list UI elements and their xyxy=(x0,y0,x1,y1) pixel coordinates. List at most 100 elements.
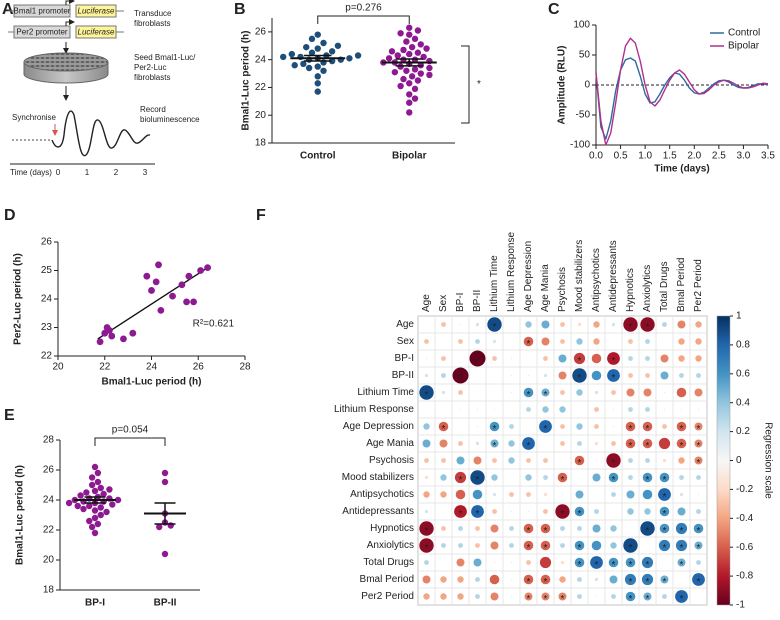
significance-star: * xyxy=(544,594,548,605)
significance-star: * xyxy=(544,390,548,401)
correlation-circle xyxy=(458,390,463,395)
correlation-circle xyxy=(456,558,465,567)
correlation-circle xyxy=(594,390,599,395)
comparison-label: p=0.054 xyxy=(112,425,149,436)
data-point xyxy=(400,75,407,83)
y-axis-label: Amplitude (RLU) xyxy=(557,46,568,125)
column-label: Antipsychotics xyxy=(591,248,602,312)
correlation-circle xyxy=(594,441,599,446)
correlation-circle xyxy=(458,543,463,548)
correlation-circle xyxy=(473,558,482,567)
correlation-circle xyxy=(610,542,617,549)
correlation-circle xyxy=(697,408,700,411)
correlation-circle xyxy=(510,374,513,377)
colorbar-label: Regression scale xyxy=(762,422,773,499)
correlation-circle xyxy=(511,324,512,325)
data-point xyxy=(94,520,102,528)
significance-star: * xyxy=(646,475,650,486)
data-point xyxy=(65,499,73,507)
significance-star: * xyxy=(561,475,565,486)
y-tick-label: 28 xyxy=(43,435,55,446)
correlation-circle xyxy=(628,339,633,344)
row-label: Mood stabilizers xyxy=(342,472,414,483)
correlation-circle xyxy=(595,459,598,462)
significance-star: * xyxy=(697,458,701,469)
data-point xyxy=(426,64,433,72)
correlation-circle xyxy=(679,475,684,480)
correlation-circle xyxy=(440,593,447,600)
correlation-circle xyxy=(470,470,485,485)
correlation-circle xyxy=(626,388,635,397)
promoter-label: Per2 promoter xyxy=(16,28,67,37)
y-tick-label: 22 xyxy=(255,82,267,93)
correlation-circle xyxy=(560,526,565,531)
step-text: Transduce xyxy=(134,9,172,18)
data-point xyxy=(403,67,410,74)
correlation-circle xyxy=(659,523,670,534)
correlation-circle xyxy=(523,336,534,347)
correlation-circle xyxy=(526,560,531,565)
correlation-circle xyxy=(640,317,655,332)
significance-star: * xyxy=(425,543,429,554)
correlation-circle xyxy=(492,492,497,497)
correlation-circle xyxy=(642,489,653,500)
correlation-circle xyxy=(697,493,700,496)
correlation-circle xyxy=(419,385,434,400)
time-tick-label: 2 xyxy=(114,168,119,177)
data-point xyxy=(406,24,413,31)
correlation-circle xyxy=(443,409,444,410)
data-point xyxy=(314,80,321,87)
correlation-circle xyxy=(675,522,688,535)
correlation-circle xyxy=(522,437,535,450)
significance-star: * xyxy=(527,577,531,588)
correlation-circle xyxy=(525,474,532,481)
data-point xyxy=(397,82,404,90)
data-point xyxy=(169,292,176,300)
data-point xyxy=(190,298,197,306)
significance-star: * xyxy=(680,594,684,605)
colorbar-tick-label: 0.4 xyxy=(736,397,750,408)
correlation-circle xyxy=(555,504,570,519)
x-tick-label: 28 xyxy=(239,362,251,373)
oscillation-trace xyxy=(51,110,151,157)
correlation-circle xyxy=(492,356,497,361)
row-label: Antidepressants xyxy=(342,506,414,517)
column-label: Mood stabilizers xyxy=(574,240,585,312)
data-point xyxy=(300,60,307,68)
data-point xyxy=(314,73,321,80)
correlation-circle xyxy=(419,521,434,536)
correlation-circle xyxy=(624,573,637,586)
correlation-circle xyxy=(557,472,568,483)
correlation-circle xyxy=(423,593,430,600)
correlation-circle xyxy=(511,341,512,342)
panel-letter: B xyxy=(234,1,246,18)
correlation-circle xyxy=(424,339,429,344)
correlation-circle xyxy=(525,321,532,328)
significance-star: * xyxy=(578,356,582,367)
annotation: R²=0.621 xyxy=(193,319,235,330)
correlation-circle xyxy=(440,491,447,498)
y-axis-label: Bmal1-Luc period (h) xyxy=(241,30,252,130)
correlation-circle xyxy=(593,321,600,328)
data-point xyxy=(385,55,393,62)
correlation-circle xyxy=(540,574,551,585)
data-point xyxy=(91,487,99,495)
significance-star: * xyxy=(612,458,616,469)
significance-star: * xyxy=(459,509,463,520)
column-label: Per2 Period xyxy=(693,259,704,312)
data-point xyxy=(426,71,433,79)
significance-star: * xyxy=(578,509,582,520)
significance-star: * xyxy=(646,560,650,571)
panel-letter: E xyxy=(4,407,15,424)
correlation-circle xyxy=(623,538,638,553)
column-label: Lithium Time xyxy=(489,255,500,312)
data-point xyxy=(148,287,155,294)
correlation-circle xyxy=(592,473,601,482)
data-point xyxy=(314,88,321,95)
significance-star: * xyxy=(680,543,684,554)
variance-label: * xyxy=(477,79,481,90)
correlation-circle xyxy=(694,388,703,397)
correlation-circle xyxy=(509,492,514,497)
